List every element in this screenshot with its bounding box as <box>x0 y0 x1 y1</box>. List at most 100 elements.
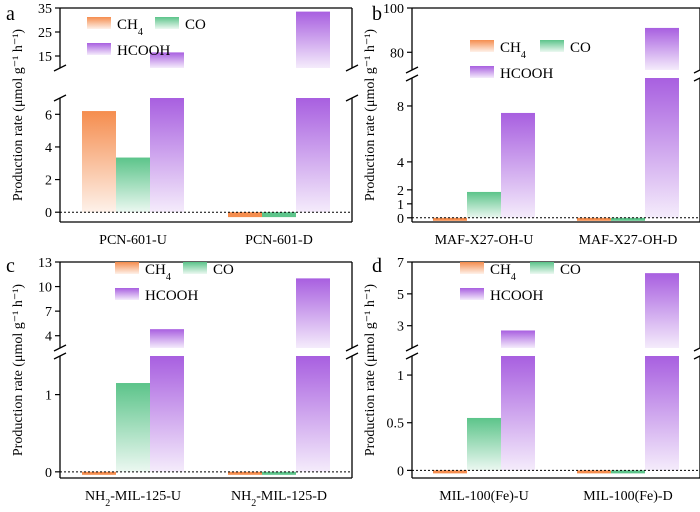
bar-CH4-0 <box>433 470 467 474</box>
legend-label-HCOOH: HCOOH <box>490 288 544 304</box>
category-label: MIL-100(Fe)-D <box>583 489 672 504</box>
y-tick-label: 0 <box>45 206 52 221</box>
legend-label-HCOOH: HCOOH <box>500 66 554 82</box>
bar-CH4-1 <box>228 471 262 475</box>
break-mark <box>53 344 67 352</box>
legend-swatch-HCOOH <box>115 288 139 300</box>
bar-CO-0 <box>116 383 150 472</box>
y-tick-label: 6 <box>45 108 52 123</box>
bar-CH4-1 <box>577 217 611 221</box>
panel-letter: b <box>372 3 382 25</box>
break-mark <box>693 355 700 360</box>
legend-label-CH4: CH4 <box>500 40 526 61</box>
y-tick-label: 3 <box>397 320 404 335</box>
category-label: MIL-100(Fe)-U <box>439 489 528 504</box>
break-mark <box>693 347 700 352</box>
y-tick-label: 7 <box>397 256 404 271</box>
y-tick-label: 0 <box>397 212 404 227</box>
category-label: MAF-X27-OH-U <box>435 233 534 248</box>
y-axis-label: Production rate (μmol g⁻¹ h⁻¹) <box>363 284 378 457</box>
bar-CO-1 <box>611 470 645 474</box>
bar-CH4-0 <box>433 217 467 221</box>
break-mark <box>345 64 359 72</box>
category-label: NH2-MIL-125-U <box>85 489 181 509</box>
legend-label-CH4: CH4 <box>117 17 143 38</box>
panel-d: MIL-100(Fe)-U MIL-100(Fe)-D 0 0.5 1 3 5 7 Produc… <box>363 255 700 504</box>
panel-a: PCN-601-U PCN-601-D 0 2 4 6 15 25 35 Production r… <box>6 2 359 248</box>
panel-letter: d <box>372 255 382 277</box>
legend-swatch-CH4 <box>115 262 139 274</box>
y-tick-label: 2 <box>397 184 404 199</box>
panel-c: NH2-MIL-125-U NH2-MIL-125-D 0 1 4 7 10 13 Produc… <box>6 255 359 509</box>
panel-letter: c <box>6 255 15 277</box>
y-axis-label: Production rate (μmol g⁻¹ h⁻¹) <box>11 284 26 457</box>
bar-lower-HCOOH-0 <box>501 356 535 471</box>
break-mark <box>693 77 700 82</box>
bar-CO-1 <box>262 212 296 218</box>
bar-lower-HCOOH-1 <box>645 356 679 471</box>
bar-lower-HCOOH-0 <box>150 98 184 213</box>
legend-label-CO: CO <box>570 40 591 56</box>
y-tick-label: 0 <box>397 464 404 479</box>
break-mark <box>345 94 359 102</box>
y-tick-label: 35 <box>38 2 52 17</box>
category-label: NH2-MIL-125-D <box>231 489 327 509</box>
y-tick-label: 100 <box>383 2 404 17</box>
break-mark <box>405 74 419 82</box>
break-mark <box>345 352 359 360</box>
bar-lower-HCOOH-0 <box>150 356 184 472</box>
bar-lower-HCOOH-1 <box>645 78 679 218</box>
bar-upper-HCOOH-1 <box>645 273 679 348</box>
y-axis-label: Production rate (μmol g⁻¹ h⁻¹) <box>363 29 378 202</box>
legend-swatch-HCOOH <box>470 66 494 78</box>
y-tick-label: 0 <box>45 466 52 481</box>
legend-swatch-CH4 <box>87 17 111 29</box>
legend-swatch-CO <box>530 262 554 274</box>
category-label: MAF-X27-OH-D <box>579 233 678 248</box>
legend-swatch-CO <box>155 17 179 29</box>
y-tick-label: 0.5 <box>387 417 405 432</box>
y-tick-label: 2 <box>45 174 52 189</box>
bar-CO-0 <box>467 191 501 218</box>
panel-letter: a <box>6 3 15 25</box>
y-axis-label: Production rate (μmol g⁻¹ h⁻¹) <box>11 29 26 202</box>
y-tick-label: 10 <box>38 281 52 296</box>
y-tick-label: 80 <box>390 46 404 61</box>
legend-label-CO: CO <box>213 262 234 278</box>
legend-label-CO: CO <box>185 17 206 33</box>
break-mark <box>53 352 67 360</box>
y-tick-label: 1 <box>397 198 404 213</box>
y-tick-label: 4 <box>45 141 52 156</box>
break-mark <box>53 94 67 102</box>
y-tick-label: 13 <box>38 256 52 271</box>
legend-swatch-CH4 <box>470 40 494 52</box>
break-mark <box>405 66 419 74</box>
y-tick-label: 8 <box>397 100 404 115</box>
break-mark <box>53 64 67 72</box>
bar-CO-0 <box>116 157 150 213</box>
y-tick-label: 4 <box>45 330 52 345</box>
legend-swatch-HCOOH <box>87 43 111 55</box>
bar-upper-HCOOH-1 <box>296 11 330 69</box>
bar-CH4-0 <box>82 471 116 475</box>
y-tick-label: 7 <box>45 305 52 320</box>
bar-lower-HCOOH-1 <box>296 356 330 472</box>
break-mark <box>405 344 419 352</box>
break-mark <box>405 352 419 360</box>
y-tick-label: 5 <box>397 288 404 303</box>
legend-label-CH4: CH4 <box>145 262 171 283</box>
bar-CH4-0 <box>82 111 116 213</box>
legend-swatch-CH4 <box>460 262 484 274</box>
bar-CO-1 <box>262 471 296 475</box>
legend-swatch-HCOOH <box>460 288 484 300</box>
break-mark <box>345 344 359 352</box>
legend-label-CH4: CH4 <box>490 262 516 283</box>
y-tick-label: 15 <box>38 50 52 65</box>
bar-HCOOH-0 <box>501 112 535 218</box>
bar-CO-0 <box>467 417 501 471</box>
bar-upper-HCOOH-0 <box>150 52 184 68</box>
y-tick-label: 4 <box>397 156 404 171</box>
break-mark <box>693 69 700 74</box>
y-tick-label: 1 <box>397 369 404 384</box>
